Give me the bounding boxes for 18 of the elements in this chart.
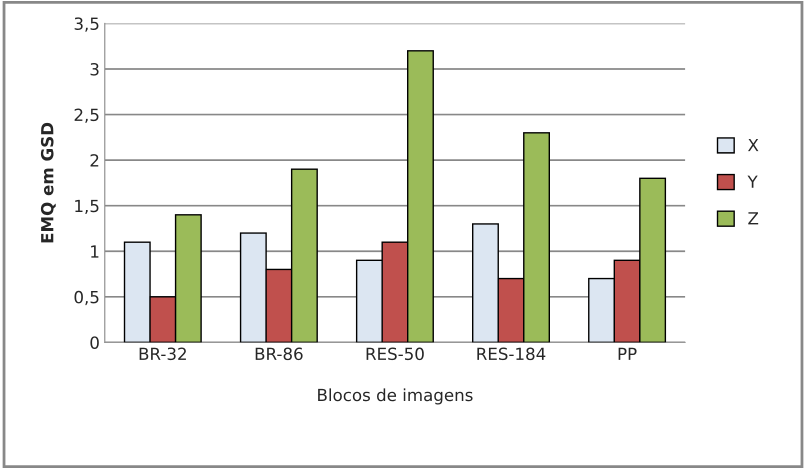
x-tick-label: RES-184 <box>477 348 546 360</box>
y-tick-label: 1,5 <box>75 200 98 214</box>
x-tick-label: RES-50 <box>366 348 424 360</box>
y-tick-label: 3,5 <box>74 17 98 32</box>
x-tick-label: BR-32 <box>140 348 186 360</box>
y-axis-title: EMQ em GSD <box>40 122 56 242</box>
legend-label: X <box>748 138 758 152</box>
x-axis-title: Blocos de imagens <box>318 388 473 404</box>
legend-label: Y <box>747 176 758 188</box>
x-tick-label: PP <box>618 348 637 360</box>
legend-label: Z <box>748 212 758 224</box>
y-tick-label: 3 <box>90 62 99 76</box>
y-tick-label: 0,5 <box>74 290 98 306</box>
y-tick-label: 2,5 <box>74 108 98 123</box>
y-tick-label: 2 <box>90 154 98 166</box>
y-tick-label: 0 <box>90 336 99 349</box>
x-tick-label: BR-86 <box>256 348 303 360</box>
y-tick-label: 1 <box>91 245 98 258</box>
